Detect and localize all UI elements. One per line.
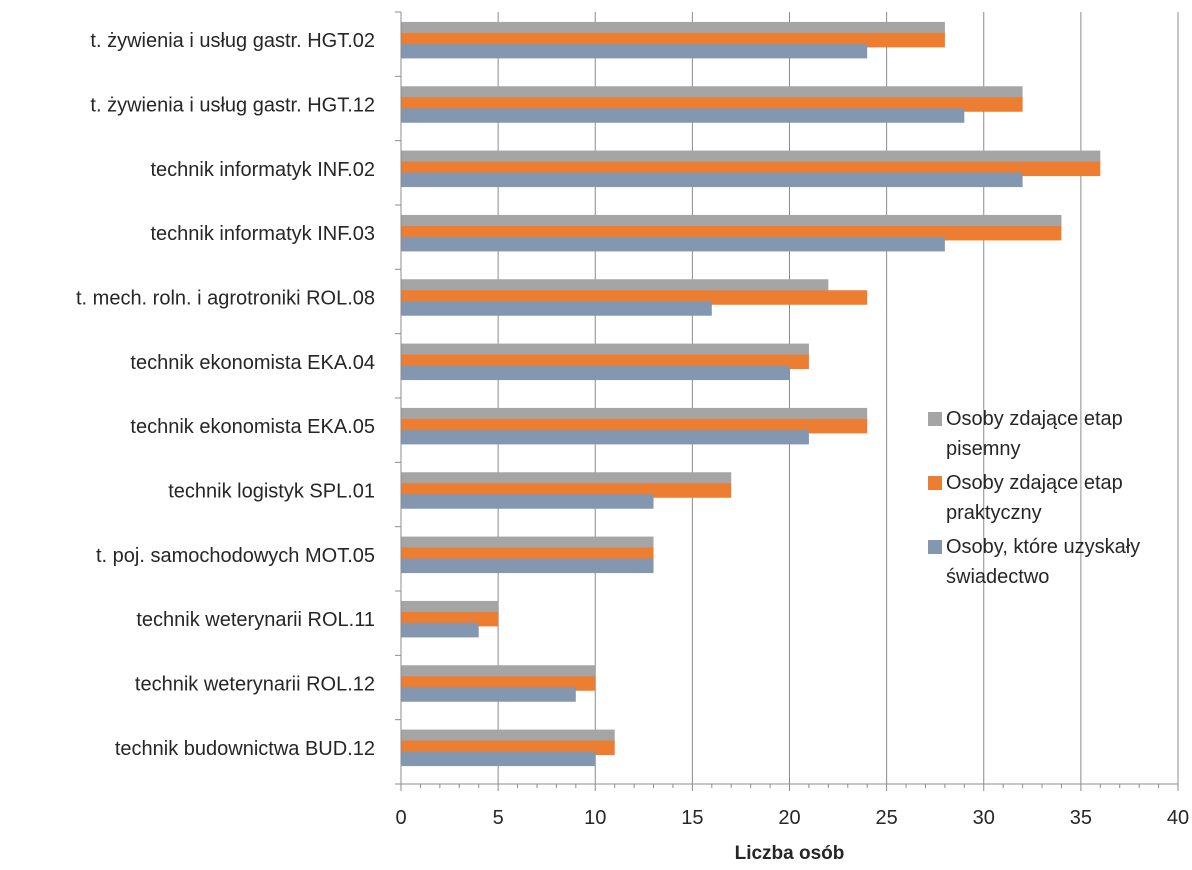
category-label: technik ekonomista EKA.04: [130, 352, 375, 374]
bar-1-10: [401, 600, 499, 616]
axes: [395, 11, 1179, 791]
bar-1-1: [401, 21, 945, 37]
legend-label: świadectwo: [946, 566, 1049, 588]
bar-3-8: [401, 494, 654, 509]
category-label: technik informatyk INF.03: [150, 223, 375, 245]
category-label: technik weterynarii ROL.11: [136, 609, 375, 631]
bar-3-5: [401, 301, 712, 316]
bar-2-7: [401, 418, 868, 434]
x-tick-label: 25: [876, 807, 898, 829]
bar-3-3: [401, 172, 1023, 188]
legend-label: Osoby zdające etap: [946, 472, 1123, 494]
bar-1-8: [401, 472, 732, 487]
category-label: t. żywienia i usług gastr. HGT.12: [90, 95, 375, 117]
legend-swatch: [928, 412, 942, 426]
legend-label: pisemny: [946, 438, 1020, 460]
category-label: technik ekonomista EKA.05: [130, 416, 375, 438]
bar-2-9: [401, 547, 654, 563]
bar-1-3: [401, 150, 1101, 166]
category-label: technik logistyk SPL.01: [168, 481, 375, 503]
x-tick-label: 40: [1167, 807, 1189, 829]
legend-swatch: [928, 540, 942, 554]
bar-2-12: [401, 740, 615, 756]
bar-1-5: [401, 279, 829, 294]
bar-2-8: [401, 483, 732, 498]
bar-1-9: [401, 536, 654, 552]
bar-2-1: [401, 32, 945, 48]
legend-swatch: [928, 476, 942, 490]
bar-3-2: [401, 108, 965, 123]
bars: [401, 21, 1101, 767]
category-label: t. żywienia i usług gastr. HGT.02: [90, 30, 375, 52]
category-label: technik budownictwa BUD.12: [115, 738, 375, 760]
bar-2-5: [401, 290, 868, 305]
bar-1-6: [401, 343, 809, 359]
x-tick-label: 5: [493, 807, 504, 829]
category-label: t. mech. roln. i agrotroniki ROL.08: [76, 288, 375, 310]
x-axis-title: Liczba osób: [735, 843, 845, 864]
bar-2-11: [401, 676, 596, 691]
x-tick-label: 10: [584, 807, 606, 829]
bar-3-4: [401, 236, 945, 252]
x-tick-label: 0: [395, 807, 406, 829]
bar-2-6: [401, 354, 809, 370]
category-label: technik weterynarii ROL.12: [135, 674, 375, 696]
bar-2-3: [401, 161, 1101, 177]
category-label: technik informatyk INF.02: [150, 159, 375, 181]
bar-3-11: [401, 687, 576, 702]
bar-3-1: [401, 43, 868, 59]
bar-1-4: [401, 214, 1062, 230]
x-tick-label: 15: [681, 807, 703, 829]
legend-label: Osoby, które uzyskały: [946, 536, 1140, 558]
labels: t. żywienia i usług gastr. HGT.02 t. żywi…: [76, 30, 1189, 829]
bar-3-9: [401, 558, 654, 574]
category-label: t. poj. samochodowych MOT.05: [96, 545, 375, 567]
bar-1-2: [401, 86, 1023, 101]
bar-3-10: [401, 622, 479, 638]
legend: Osoby zdające etap pisemny Osoby zdające e…: [928, 408, 1140, 588]
x-tick-label: 20: [778, 807, 800, 829]
bar-1-7: [401, 407, 868, 423]
gridlines: [497, 12, 1179, 784]
bar-3-7: [401, 429, 809, 445]
bar-2-2: [401, 97, 1023, 112]
legend-label: praktyczny: [946, 502, 1042, 524]
bar-3-12: [401, 751, 596, 767]
bar-2-10: [401, 611, 499, 627]
bar-1-12: [401, 729, 615, 745]
legend-label: Osoby zdające etap: [946, 408, 1123, 430]
x-tick-label: 35: [1070, 807, 1092, 829]
x-tick-label: 30: [973, 807, 995, 829]
bar-3-6: [401, 365, 790, 381]
bar-2-4: [401, 225, 1062, 241]
bar-1-11: [401, 665, 596, 680]
